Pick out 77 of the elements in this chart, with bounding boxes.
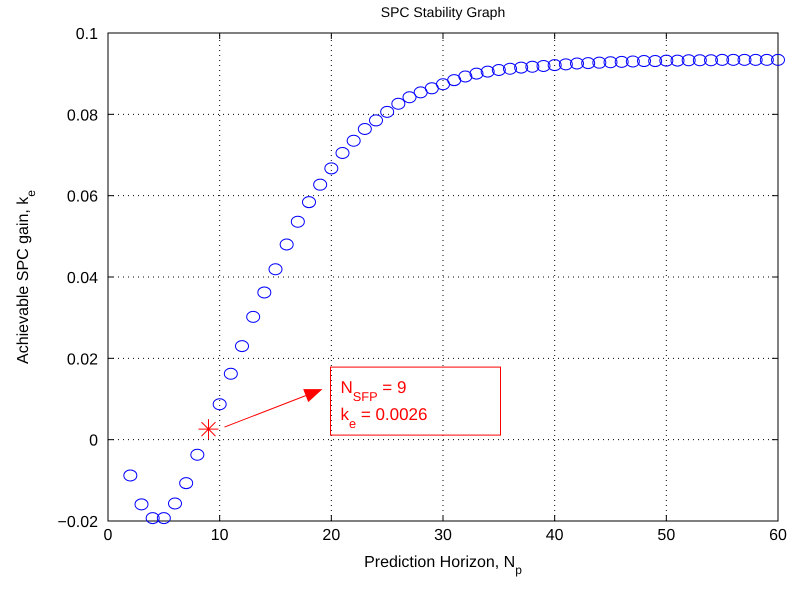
point	[414, 86, 428, 98]
point	[503, 62, 517, 75]
point	[659, 54, 674, 67]
x-tick-label: 30	[434, 527, 452, 544]
point	[146, 512, 160, 524]
point	[536, 60, 550, 72]
point	[424, 82, 439, 94]
point	[268, 263, 282, 276]
point	[692, 54, 707, 66]
x-tick-label: 40	[546, 527, 564, 544]
y-tick-label: 0.06	[66, 188, 98, 206]
point	[235, 340, 249, 352]
point	[290, 216, 305, 228]
y-tick-label: 0.04	[66, 270, 98, 287]
point	[257, 286, 272, 298]
point	[324, 162, 338, 174]
point	[470, 68, 484, 80]
point	[280, 238, 294, 250]
point	[760, 54, 774, 66]
point	[380, 106, 394, 118]
point	[212, 398, 227, 410]
point	[525, 60, 540, 73]
point	[592, 56, 606, 69]
point	[346, 134, 361, 147]
point	[614, 56, 629, 68]
point	[514, 62, 528, 74]
point	[726, 54, 740, 66]
point	[570, 58, 584, 70]
point	[670, 54, 684, 67]
point	[134, 498, 148, 510]
point	[704, 54, 718, 66]
point	[581, 57, 596, 70]
point	[738, 54, 752, 66]
y-tick-label: 0.1	[76, 26, 98, 43]
point	[748, 54, 763, 66]
y-tick-label: 0	[89, 432, 98, 450]
point	[246, 310, 260, 323]
point	[168, 498, 182, 510]
point	[336, 146, 350, 159]
point	[682, 54, 696, 66]
point	[648, 55, 662, 68]
point	[626, 55, 640, 68]
x-tick-label: 20	[322, 527, 340, 544]
point	[558, 58, 573, 70]
point	[637, 55, 651, 68]
chart-title: SPC Stability Graph	[380, 4, 506, 20]
point	[771, 54, 785, 66]
annotation: N$_{SFP}$ = 9	[340, 378, 406, 404]
point	[492, 64, 506, 76]
point	[480, 66, 495, 78]
x-axis-title: Prediction Horizon, N$_{p}$	[364, 554, 522, 577]
point	[369, 114, 383, 126]
point	[604, 56, 618, 68]
point	[358, 122, 372, 135]
point	[156, 512, 171, 524]
point	[190, 448, 204, 461]
point	[179, 477, 194, 490]
point	[436, 78, 450, 90]
y-tick-label: 0.08	[66, 107, 98, 124]
point	[548, 59, 562, 72]
point	[302, 196, 316, 208]
point	[391, 98, 406, 110]
point	[313, 178, 328, 191]
point	[402, 91, 416, 104]
annotation: k$_{e}$ = 0.0026	[340, 405, 428, 431]
x-tick-label: 0	[104, 527, 113, 544]
point	[447, 74, 462, 86]
x-tick-label: 50	[657, 527, 676, 544]
point	[198, 418, 219, 440]
point	[715, 54, 730, 66]
point	[224, 368, 238, 380]
point	[458, 70, 472, 83]
y-tick-label: −0.02	[58, 514, 98, 531]
x-tick-label: 10	[210, 527, 229, 544]
y-tick-label: 0.02	[66, 351, 98, 368]
point	[123, 469, 138, 482]
x-tick-label: 60	[769, 527, 787, 544]
